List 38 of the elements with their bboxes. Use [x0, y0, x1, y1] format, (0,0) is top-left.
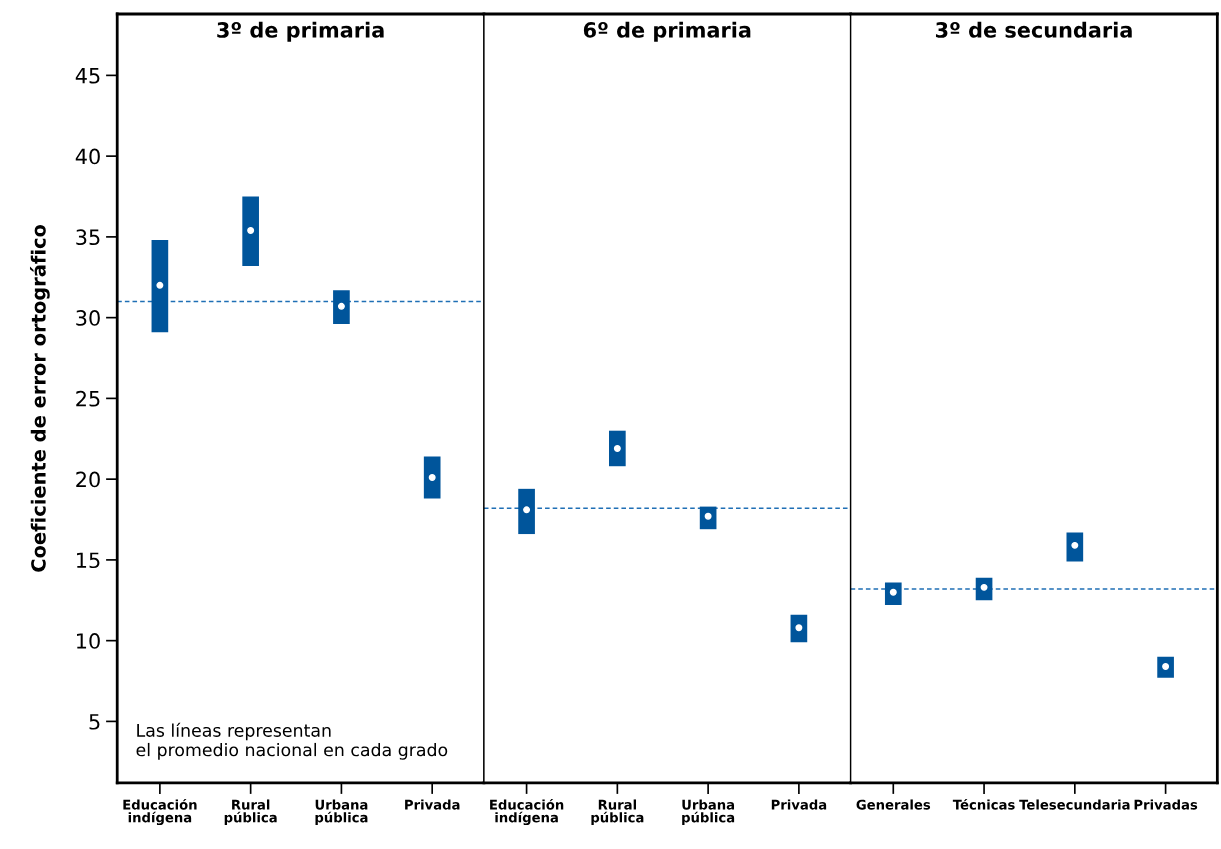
x-tick-label: Educación indígena — [490, 798, 564, 826]
y-tick-label: 20 — [76, 471, 100, 488]
x-tick-label: Rural pública — [224, 799, 277, 825]
y-tick-label: 5 — [89, 714, 100, 730]
chart-title: 3º de primaria — [217, 21, 384, 42]
x-tick-label: Privadas — [1134, 799, 1198, 810]
point — [889, 588, 897, 596]
x-tick-label: Técnicas — [952, 798, 1015, 810]
y-tick-label: 15 — [77, 552, 100, 569]
x-tick-label: Urbana pública — [315, 799, 368, 825]
point — [704, 512, 712, 520]
x-tick-label: Educación indígena — [123, 798, 197, 826]
point — [613, 444, 621, 452]
x-tick-label: Privada — [405, 799, 460, 810]
x-tick-label: Telesecundaria — [1019, 799, 1130, 810]
y-tick-label: 25 — [76, 390, 100, 407]
point — [1162, 663, 1170, 670]
point — [156, 281, 164, 289]
y-axis-title: Coeficiente de error ortográfico — [29, 224, 50, 572]
chart-title: 6º de primaria — [583, 21, 751, 42]
chart-title: 3º de secundaria — [935, 21, 1132, 38]
y-tick-label: 45 — [75, 68, 100, 84]
x-tick-label: Generales — [856, 799, 931, 810]
point — [337, 302, 345, 310]
point — [980, 583, 988, 591]
x-tick-label: Urbana pública — [682, 799, 735, 825]
point — [247, 226, 255, 234]
point — [1071, 541, 1079, 549]
y-tick-label: 40 — [75, 148, 100, 165]
y-tick-label: 30 — [76, 310, 100, 326]
x-tick-label: Privada — [771, 799, 827, 810]
y-tick-label: 35 — [76, 229, 100, 246]
point — [795, 624, 803, 632]
annotation: Las líneas representan el promedio nacional en cada grado — [136, 722, 448, 760]
x-tick-label: Rural pública — [591, 799, 644, 825]
point — [523, 506, 531, 514]
y-tick-label: 10 — [77, 633, 100, 649]
point — [428, 474, 436, 482]
